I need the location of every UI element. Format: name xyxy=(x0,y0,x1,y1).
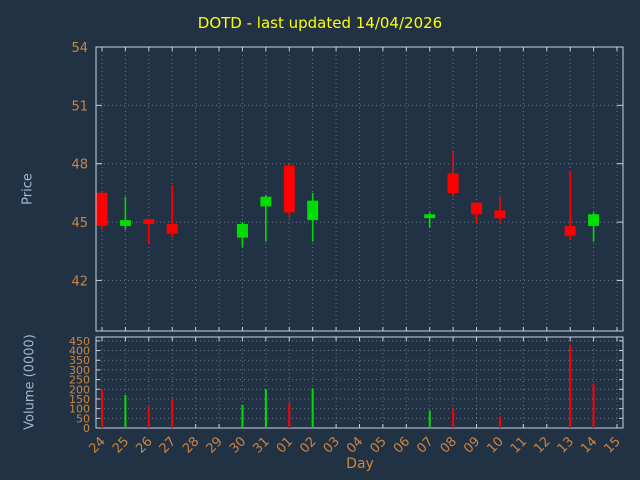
svg-text:13: 13 xyxy=(555,434,577,456)
svg-text:45: 45 xyxy=(71,216,88,231)
svg-text:04: 04 xyxy=(344,434,366,456)
candle-body xyxy=(119,220,131,226)
svg-text:300: 300 xyxy=(69,364,90,377)
svg-text:14: 14 xyxy=(578,434,600,456)
svg-text:450: 450 xyxy=(69,335,90,348)
volume-bar xyxy=(288,402,291,428)
svg-text:100: 100 xyxy=(69,403,90,416)
svg-text:08: 08 xyxy=(438,434,460,456)
svg-text:11: 11 xyxy=(508,434,530,456)
volume-bar xyxy=(241,404,244,428)
volume-bar xyxy=(171,398,174,428)
volume-bars xyxy=(101,344,595,428)
candle-body xyxy=(236,224,248,238)
svg-text:29: 29 xyxy=(204,434,226,456)
svg-text:28: 28 xyxy=(180,434,202,456)
svg-text:03: 03 xyxy=(321,434,343,456)
svg-text:400: 400 xyxy=(69,345,90,358)
price-pane-border xyxy=(95,46,624,332)
svg-text:27: 27 xyxy=(157,434,179,456)
candle-body xyxy=(564,225,576,236)
svg-text:01: 01 xyxy=(274,434,296,456)
candle-body xyxy=(283,165,295,213)
volume-bar xyxy=(452,408,455,428)
svg-text:31: 31 xyxy=(250,434,272,456)
candle-body xyxy=(447,173,459,193)
svg-text:02: 02 xyxy=(297,434,319,456)
candle-body xyxy=(588,214,600,226)
volume-bar xyxy=(311,388,314,428)
svg-text:07: 07 xyxy=(414,434,436,456)
svg-text:25: 25 xyxy=(110,434,132,456)
volume-bar xyxy=(124,395,127,428)
svg-text:50: 50 xyxy=(76,412,90,425)
tick-marks xyxy=(96,46,623,429)
svg-text:150: 150 xyxy=(69,393,90,406)
price-axis-label: Price xyxy=(20,173,36,205)
svg-text:12: 12 xyxy=(531,434,553,456)
volume-bar xyxy=(428,410,431,428)
volume-bar xyxy=(592,383,595,428)
svg-text:200: 200 xyxy=(69,383,90,396)
svg-text:05: 05 xyxy=(367,434,389,456)
candle-body xyxy=(143,219,155,225)
volume-pane-border xyxy=(95,336,624,429)
candle-body xyxy=(494,210,506,219)
volume-bar xyxy=(264,389,267,428)
chart-title: DOTD - last updated 14/04/2026 xyxy=(197,14,443,32)
candle-body xyxy=(260,196,272,207)
grid xyxy=(96,46,623,429)
candle-body xyxy=(307,200,319,221)
volume-bar xyxy=(498,416,501,428)
svg-text:54: 54 xyxy=(71,41,88,56)
svg-text:250: 250 xyxy=(69,374,90,387)
svg-text:06: 06 xyxy=(391,434,413,456)
volume-bar xyxy=(569,344,572,428)
svg-text:350: 350 xyxy=(69,354,90,367)
svg-text:42: 42 xyxy=(71,274,88,289)
candle-body xyxy=(471,202,483,215)
svg-text:48: 48 xyxy=(71,158,88,173)
volume-bar xyxy=(147,406,150,428)
candle-body xyxy=(166,224,178,234)
svg-text:24: 24 xyxy=(87,434,109,456)
volume-axis-label: Volume (0000) xyxy=(22,334,38,430)
x-axis-label: Day xyxy=(346,456,374,472)
svg-text:09: 09 xyxy=(461,434,483,456)
candle-body xyxy=(424,214,436,219)
svg-text:30: 30 xyxy=(227,434,249,456)
candles xyxy=(96,152,600,248)
svg-text:10: 10 xyxy=(484,434,506,456)
candle-body xyxy=(96,192,108,226)
svg-text:26: 26 xyxy=(133,434,155,456)
svg-text:51: 51 xyxy=(71,99,88,114)
volume-bar xyxy=(101,389,103,428)
svg-text:15: 15 xyxy=(602,434,624,456)
svg-text:0: 0 xyxy=(83,422,90,435)
